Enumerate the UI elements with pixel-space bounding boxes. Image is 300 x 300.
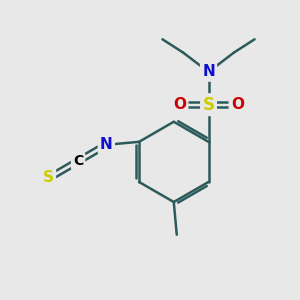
Text: O: O	[173, 97, 186, 112]
Text: C: C	[73, 154, 83, 168]
Text: O: O	[231, 97, 244, 112]
Text: S: S	[43, 170, 54, 185]
Text: N: N	[202, 64, 215, 80]
Text: N: N	[100, 137, 113, 152]
Text: S: S	[202, 96, 214, 114]
